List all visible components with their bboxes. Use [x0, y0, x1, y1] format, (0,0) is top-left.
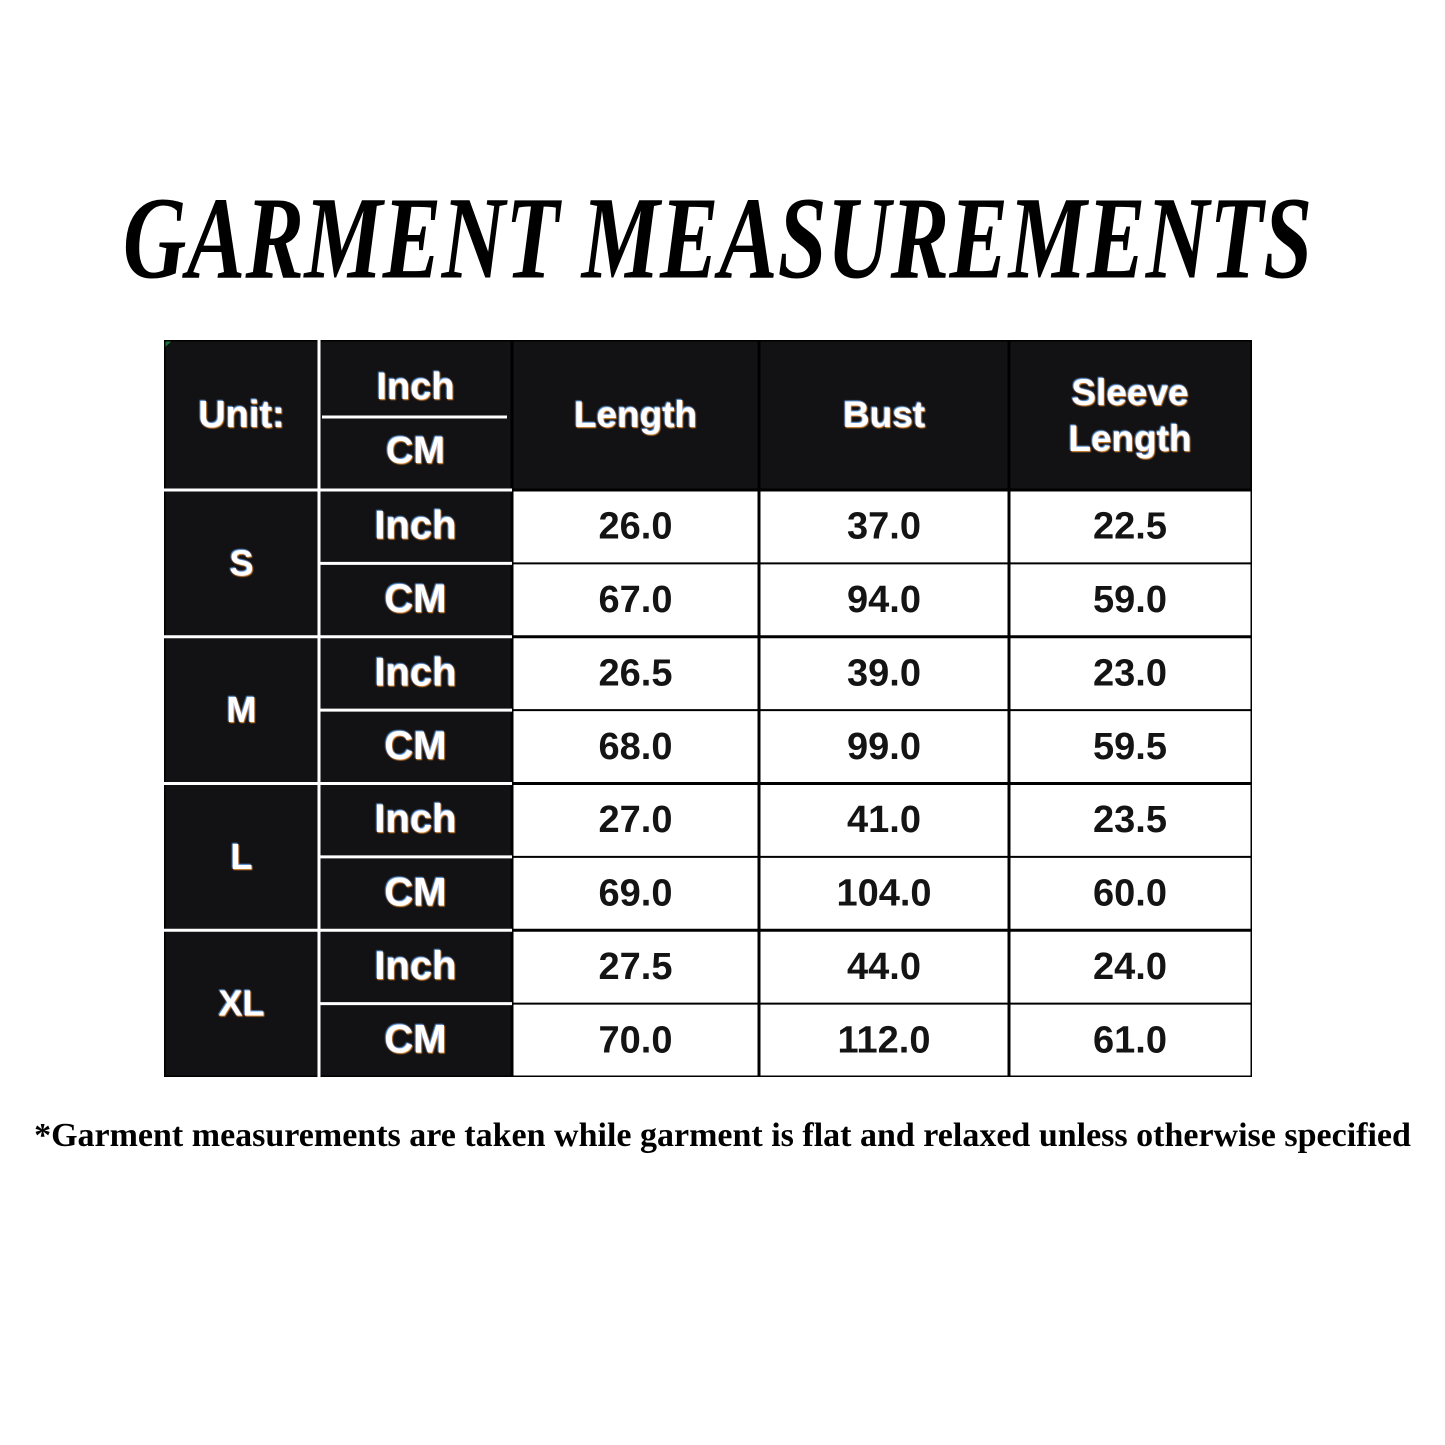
svg-text:Length: Length	[1068, 418, 1191, 459]
svg-text:S: S	[229, 542, 253, 583]
svg-text:CM: CM	[384, 1017, 446, 1061]
svg-text:59.0: 59.0	[1093, 579, 1167, 621]
svg-text:104.0: 104.0	[836, 873, 931, 915]
svg-text:61.0: 61.0	[1093, 1019, 1167, 1061]
svg-text:26.5: 26.5	[599, 652, 673, 694]
svg-text:XL: XL	[218, 983, 264, 1024]
svg-text:CM: CM	[384, 724, 446, 768]
svg-text:69.0: 69.0	[599, 873, 673, 915]
svg-text:68.0: 68.0	[599, 726, 673, 768]
svg-text:23.0: 23.0	[1093, 652, 1167, 694]
svg-text:L: L	[231, 836, 253, 877]
svg-text:60.0: 60.0	[1093, 873, 1167, 915]
svg-text:27.5: 27.5	[599, 946, 673, 988]
svg-text:Inch: Inch	[374, 797, 456, 841]
svg-text:M: M	[227, 689, 257, 730]
svg-text:94.0: 94.0	[847, 579, 921, 621]
svg-text:CM: CM	[386, 430, 445, 472]
svg-text:27.0: 27.0	[599, 799, 673, 841]
svg-text:67.0: 67.0	[599, 579, 673, 621]
svg-text:39.0: 39.0	[847, 652, 921, 694]
svg-text:Inch: Inch	[374, 944, 456, 988]
svg-text:44.0: 44.0	[847, 946, 921, 988]
svg-text:CM: CM	[384, 577, 446, 621]
svg-text:Sleeve: Sleeve	[1071, 372, 1188, 413]
svg-text:99.0: 99.0	[847, 726, 921, 768]
svg-text:Unit:: Unit:	[198, 394, 285, 436]
svg-text:Length: Length	[574, 394, 697, 435]
svg-text:Bust: Bust	[843, 394, 925, 435]
svg-text:Inch: Inch	[376, 366, 454, 408]
svg-text:37.0: 37.0	[847, 506, 921, 548]
svg-text:70.0: 70.0	[599, 1019, 673, 1061]
svg-text:41.0: 41.0	[847, 799, 921, 841]
svg-text:22.5: 22.5	[1093, 506, 1167, 548]
svg-text:24.0: 24.0	[1093, 946, 1167, 988]
svg-text:Inch: Inch	[374, 504, 456, 548]
svg-text:59.5: 59.5	[1093, 726, 1167, 768]
svg-text:CM: CM	[384, 871, 446, 915]
svg-text:112.0: 112.0	[838, 1019, 931, 1061]
svg-text:23.5: 23.5	[1093, 799, 1167, 841]
svg-text:Inch: Inch	[374, 650, 456, 694]
svg-text:26.0: 26.0	[599, 506, 673, 548]
